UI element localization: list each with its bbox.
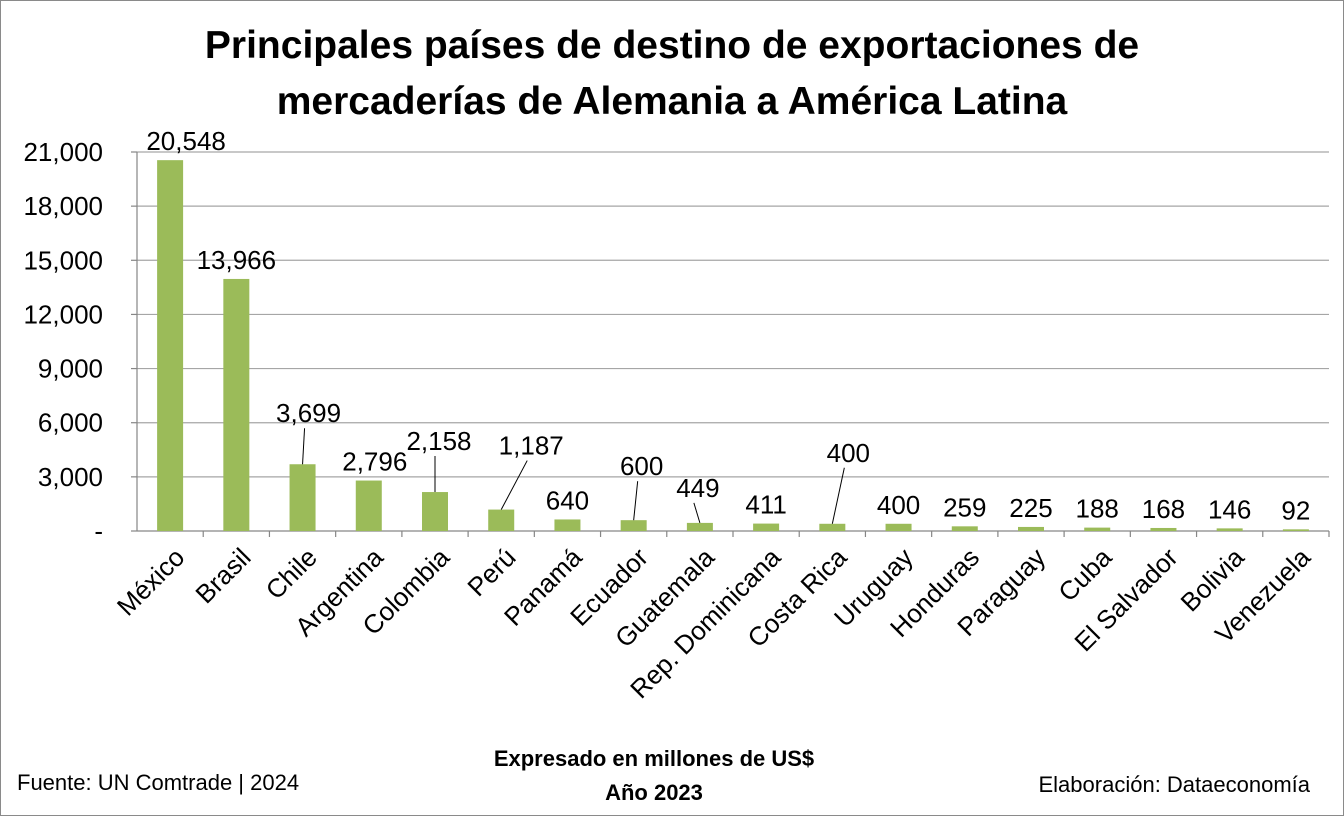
source-note: Fuente: UN Comtrade | 2024: [17, 770, 300, 795]
bar-uruguay: [885, 523, 912, 531]
data-label: 400: [877, 490, 920, 520]
y-tick-label: 15,000: [23, 245, 103, 275]
y-tick-label: 21,000: [23, 137, 103, 167]
data-label: 13,966: [197, 245, 277, 275]
data-label: 188: [1076, 494, 1119, 524]
y-tick-label: 6,000: [38, 408, 103, 438]
data-label: 146: [1208, 494, 1251, 524]
data-label: 2,796: [342, 447, 407, 477]
x-tick-label: México: [111, 542, 190, 621]
bar-el-salvador: [1150, 527, 1177, 531]
data-label: 449: [676, 473, 719, 503]
data-label: 259: [943, 492, 986, 522]
data-label: 225: [1009, 493, 1052, 523]
axes: [136, 152, 1330, 537]
chart-title: Principales países de destino de exporta…: [0, 18, 1344, 130]
data-label: 1,187: [499, 431, 564, 461]
bar-costa-rica: [819, 523, 846, 531]
bar-guatemala: [686, 522, 713, 531]
bar-argentina: [355, 480, 382, 531]
data-label: 400: [827, 438, 870, 468]
leader-lines: [302, 428, 845, 524]
data-label: 92: [1281, 495, 1310, 525]
y-tick-label: 12,000: [23, 299, 103, 329]
data-label: 640: [546, 485, 589, 515]
y-tick-label: -: [94, 516, 103, 546]
units-note: Expresado en millones de US$: [493, 746, 815, 771]
x-tick-label: Brasil: [189, 542, 256, 609]
data-label: 2,158: [406, 426, 471, 456]
bar-paraguay: [1018, 526, 1044, 531]
x-tick-label: Perú: [461, 542, 521, 602]
leader-line: [633, 481, 639, 521]
bar-chile: [289, 464, 316, 531]
data-label: 3,699: [276, 398, 341, 428]
bars: [157, 160, 1309, 531]
bar-per-: [488, 509, 515, 531]
data-label: 600: [620, 451, 663, 481]
bar-bolivia: [1216, 528, 1243, 531]
leader-line: [831, 467, 845, 524]
leader-line: [693, 502, 701, 524]
bar-ecuador: [620, 520, 647, 531]
bar-m-xico: [157, 160, 184, 531]
bar-honduras: [951, 526, 978, 531]
bar-panam-: [554, 519, 581, 531]
year-note: Año 2023: [605, 780, 703, 805]
y-axis-ticks: - 3,000 6,000 9,000 12,000 15,000 18,000 21,000: [23, 137, 137, 546]
y-tick-label: 3,000: [38, 462, 103, 492]
credit-note: Elaboración: Dataeconomía: [1038, 772, 1311, 797]
bar-cuba: [1084, 527, 1111, 531]
data-label: 411: [745, 490, 786, 520]
data-label: 20,548: [146, 126, 226, 156]
chart-title-line-2: mercaderías de Alemania a América Latina: [276, 80, 1068, 123]
y-tick-label: 18,000: [23, 191, 103, 221]
bar-venezuela: [1282, 529, 1309, 531]
y-tick-label: 9,000: [38, 354, 103, 384]
gridlines: [137, 151, 1329, 478]
leader-line: [302, 428, 306, 465]
data-label: 168: [1142, 494, 1185, 524]
chart-title-line-1: Principales países de destino de exporta…: [204, 24, 1140, 67]
bar-brasil: [223, 278, 250, 531]
bar-colombia: [422, 492, 448, 531]
bar-rep-dominicana: [753, 523, 780, 531]
leader-line: [500, 460, 528, 510]
chart-footnote: Expresado en millones de US$ Año 2023: [454, 742, 854, 810]
